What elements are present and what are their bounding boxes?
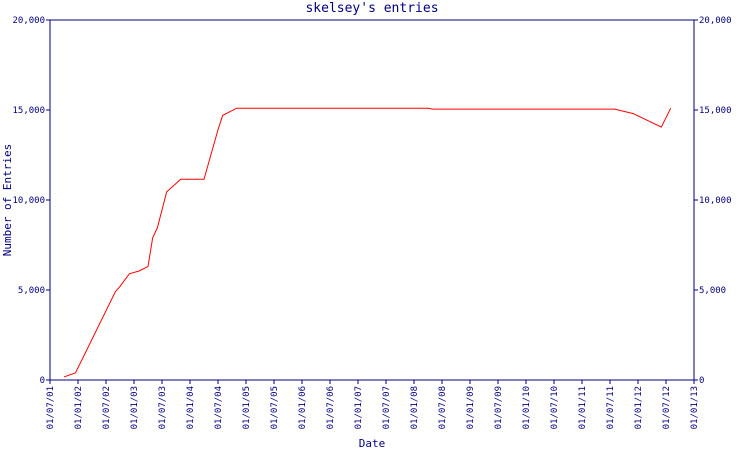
x-tick-label: 01/07/05	[270, 386, 280, 429]
x-tick-label: 01/01/12	[634, 386, 644, 429]
x-tick-label: 01/01/03	[130, 386, 140, 429]
y-tick-label: 10,000	[12, 196, 45, 206]
x-tick-label: 01/07/02	[102, 386, 112, 429]
y2-tick-label: 20,000	[699, 16, 732, 26]
x-tick-label: 01/01/09	[466, 386, 476, 429]
x-tick-label: 01/07/06	[326, 386, 336, 429]
x-tick-label: 01/01/11	[578, 386, 588, 429]
y-tick-label: 20,000	[12, 16, 45, 26]
data-line	[63, 107, 672, 378]
y2-tick-label: 10,000	[699, 196, 732, 206]
x-tick-label: 01/01/07	[354, 386, 364, 429]
x-tick-label: 01/07/12	[662, 386, 672, 429]
x-tick-label: 01/01/04	[186, 386, 196, 429]
y-axis-title: Number of Entries	[1, 144, 14, 257]
x-tick-label: 01/07/07	[382, 386, 392, 429]
y2-tick-label: 15,000	[699, 106, 732, 116]
x-axis-title: Date	[359, 437, 386, 450]
x-tick-label: 01/01/05	[242, 386, 252, 429]
x-tick-label: 01/01/10	[522, 386, 532, 429]
y-tick-label: 15,000	[12, 106, 45, 116]
plot-frame	[49, 19, 695, 381]
y2-tick-label: 0	[699, 376, 704, 386]
x-tick-label: 01/07/03	[158, 386, 168, 429]
x-tick-label: 01/01/08	[410, 386, 420, 429]
x-tick-label: 01/07/04	[214, 386, 224, 429]
x-tick-label: 01/07/08	[438, 386, 448, 429]
x-tick-label: 01/07/11	[606, 386, 616, 429]
y-tick-label: 5,000	[18, 286, 45, 296]
x-tick-label: 01/07/01	[46, 386, 56, 429]
x-tick-label: 01/01/13	[690, 386, 700, 429]
x-tick-label: 01/01/06	[298, 386, 308, 429]
x-tick-label: 01/07/10	[550, 386, 560, 429]
y-tick-label: 0	[40, 376, 45, 386]
x-tick-label: 01/01/02	[74, 386, 84, 429]
chart-title: skelsey's entries	[305, 1, 438, 16]
y2-tick-label: 5,000	[699, 286, 726, 296]
x-tick-label: 01/07/09	[494, 386, 504, 429]
